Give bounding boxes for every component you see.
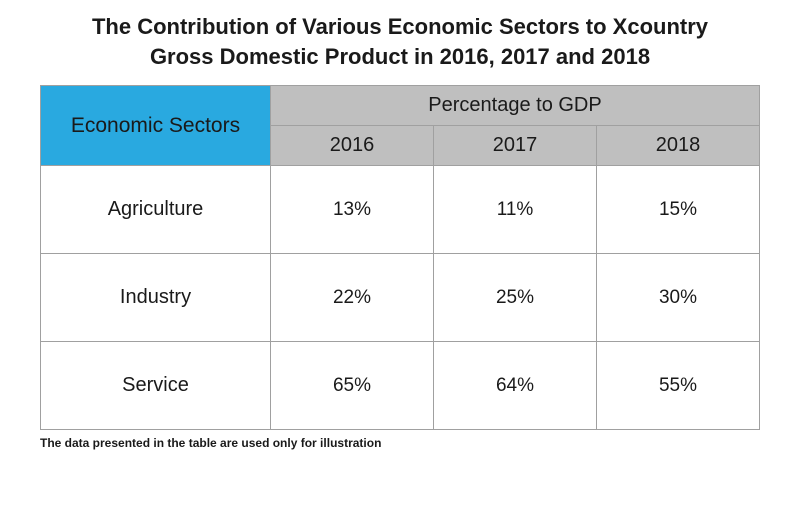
title-line-2: Gross Domestic Product in 2016, 2017 and…: [40, 42, 760, 72]
table-row: Agriculture13%11%15%: [41, 166, 760, 254]
table-row: Service65%64%55%: [41, 342, 760, 430]
value-cell: 65%: [271, 342, 434, 430]
header-percentage-gdp: Percentage to GDP: [271, 86, 760, 126]
sector-cell: Service: [41, 342, 271, 430]
header-year-2017: 2017: [434, 126, 597, 166]
value-cell: 25%: [434, 254, 597, 342]
table-body: Agriculture13%11%15%Industry22%25%30%Ser…: [41, 166, 760, 430]
header-economic-sectors: Economic Sectors: [41, 86, 271, 166]
header-year-2016: 2016: [271, 126, 434, 166]
chart-title: The Contribution of Various Economic Sec…: [40, 12, 760, 71]
gdp-table: Economic Sectors Percentage to GDP 2016 …: [40, 85, 760, 430]
header-year-2018: 2018: [597, 126, 760, 166]
title-line-1: The Contribution of Various Economic Sec…: [40, 12, 760, 42]
value-cell: 13%: [271, 166, 434, 254]
value-cell: 30%: [597, 254, 760, 342]
value-cell: 15%: [597, 166, 760, 254]
value-cell: 11%: [434, 166, 597, 254]
value-cell: 55%: [597, 342, 760, 430]
table-row: Industry22%25%30%: [41, 254, 760, 342]
footnote: The data presented in the table are used…: [40, 436, 760, 450]
value-cell: 64%: [434, 342, 597, 430]
value-cell: 22%: [271, 254, 434, 342]
header-row-1: Economic Sectors Percentage to GDP: [41, 86, 760, 126]
sector-cell: Agriculture: [41, 166, 271, 254]
sector-cell: Industry: [41, 254, 271, 342]
